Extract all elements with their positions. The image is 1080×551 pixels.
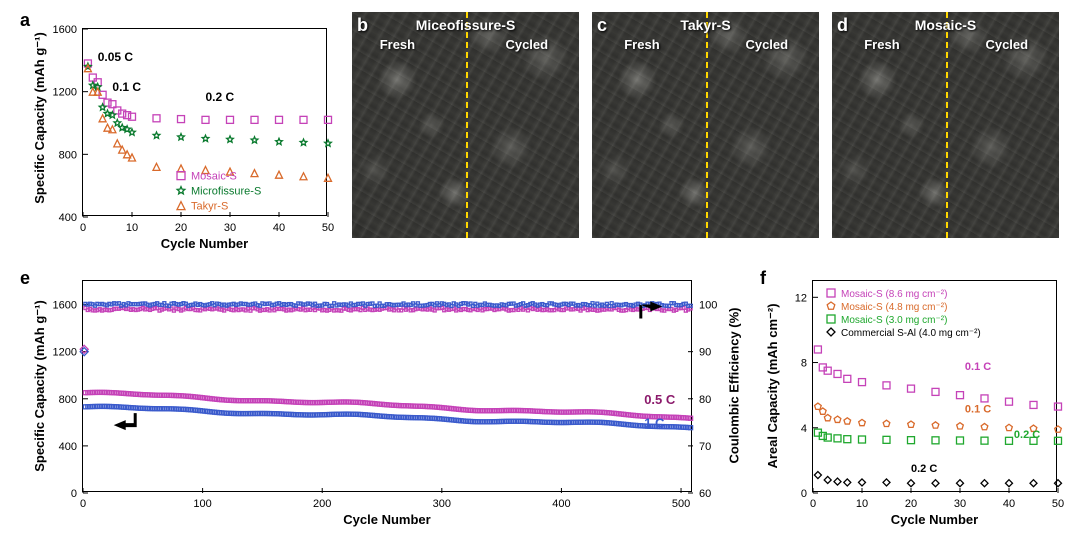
svg-text:1200: 1200	[53, 347, 77, 359]
panel-b-left: Fresh	[380, 37, 415, 52]
svg-text:50: 50	[322, 222, 334, 234]
svg-text:70: 70	[699, 441, 711, 453]
panel-e-ylabel2: Coulombic Efficiency (%)	[727, 286, 742, 486]
svg-text:30: 30	[954, 498, 966, 510]
panel-a-xlabel: Cycle Number	[82, 236, 327, 251]
svg-text:100: 100	[699, 300, 717, 312]
svg-text:90: 90	[699, 347, 711, 359]
svg-text:10: 10	[856, 498, 868, 510]
panel-e-chart: 0100200300400500040080012001600607080901…	[82, 280, 692, 492]
svg-text:Mosaic-S (3.0 mg cm⁻²): Mosaic-S (3.0 mg cm⁻²)	[841, 315, 947, 326]
panel-b-label: b	[357, 15, 368, 36]
svg-text:0: 0	[801, 488, 807, 500]
svg-text:12: 12	[795, 292, 807, 304]
svg-text:10: 10	[126, 222, 138, 234]
svg-text:30: 30	[224, 222, 236, 234]
svg-text:0.05 C: 0.05 C	[98, 50, 134, 64]
svg-text:Mosaic-S (8.6 mg cm⁻²): Mosaic-S (8.6 mg cm⁻²)	[841, 289, 947, 300]
svg-text:20: 20	[905, 498, 917, 510]
svg-text:800: 800	[59, 394, 77, 406]
panel-e: e 01002003004005000400800120016006070809…	[20, 268, 750, 538]
panel-e-ylabel: Specific Capacity (mAh g⁻¹)	[32, 286, 48, 486]
svg-text:0: 0	[71, 488, 77, 500]
svg-text:0: 0	[80, 498, 86, 510]
svg-text:Commercial S-Al (4.0 mg cm⁻²): Commercial S-Al (4.0 mg cm⁻²)	[841, 328, 981, 339]
svg-text:0: 0	[80, 222, 86, 234]
panel-f-chart: 0102030405004812Mosaic-S (8.6 mg cm⁻²)Mo…	[812, 280, 1057, 492]
panel-d-title: Mosaic-S	[915, 17, 976, 33]
panel-d: d Mosaic-S Fresh Cycled	[832, 12, 1059, 238]
svg-text:40: 40	[273, 222, 285, 234]
svg-text:40: 40	[1003, 498, 1015, 510]
panel-d-label: d	[837, 15, 848, 36]
svg-text:1600: 1600	[53, 300, 77, 312]
svg-text:200: 200	[313, 498, 331, 510]
panel-a-chart: 01020304050400800120016000.05 C0.1 C0.2 …	[82, 28, 327, 216]
panel-f: f 0102030405004812Mosaic-S (8.6 mg cm⁻²)…	[760, 268, 1065, 538]
svg-text:1600: 1600	[53, 24, 77, 36]
svg-text:1 C: 1 C	[644, 415, 665, 430]
svg-text:Microfissure-S: Microfissure-S	[191, 186, 261, 198]
panel-b: b Miceofissure-S Fresh Cycled	[352, 12, 579, 238]
panel-f-xlabel: Cycle Number	[812, 512, 1057, 527]
panel-e-label: e	[20, 268, 30, 289]
svg-text:8: 8	[801, 358, 807, 370]
panel-c-right: Cycled	[745, 37, 788, 52]
svg-text:400: 400	[552, 498, 570, 510]
svg-text:0.1 C: 0.1 C	[112, 80, 141, 94]
svg-text:4: 4	[801, 423, 807, 435]
svg-text:300: 300	[433, 498, 451, 510]
svg-text:Mosaic-S: Mosaic-S	[191, 171, 237, 183]
svg-text:0.5 C: 0.5 C	[644, 392, 676, 407]
svg-text:0: 0	[810, 498, 816, 510]
panel-e-xlabel: Cycle Number	[82, 512, 692, 527]
svg-text:0.2 C: 0.2 C	[1014, 429, 1040, 441]
svg-text:400: 400	[59, 212, 77, 224]
svg-text:0.2 C: 0.2 C	[911, 463, 937, 475]
svg-text:1200: 1200	[53, 87, 77, 99]
panel-c-left: Fresh	[624, 37, 659, 52]
panel-c-title: Takyr-S	[680, 17, 730, 33]
svg-text:Mosaic-S (4.8 mg cm⁻²): Mosaic-S (4.8 mg cm⁻²)	[841, 302, 947, 313]
panel-b-title: Miceofissure-S	[416, 17, 516, 33]
svg-text:800: 800	[59, 149, 77, 161]
panel-a-label: a	[20, 10, 30, 31]
svg-text:Takyr-S: Takyr-S	[191, 201, 228, 213]
panel-f-ylabel: Areal Capacity (mAh cm⁻²)	[765, 286, 781, 486]
svg-text:80: 80	[699, 394, 711, 406]
svg-text:20: 20	[175, 222, 187, 234]
panel-a-ylabel: Specific Capacity (mAh g⁻¹)	[32, 18, 48, 218]
svg-text:100: 100	[193, 498, 211, 510]
svg-text:60: 60	[699, 488, 711, 500]
svg-text:400: 400	[59, 441, 77, 453]
panel-b-right: Cycled	[505, 37, 548, 52]
svg-text:0.1 C: 0.1 C	[965, 403, 991, 415]
svg-text:500: 500	[672, 498, 690, 510]
svg-text:0.1 C: 0.1 C	[965, 361, 991, 373]
panel-a: a 0 10 20 30 40 50 400 800 1200 1600 0.05 C 0.1 C 0.…	[20, 10, 335, 260]
panel-d-right: Cycled	[985, 37, 1028, 52]
svg-text:0.2 C: 0.2 C	[206, 90, 235, 104]
panel-c-label: c	[597, 15, 607, 36]
svg-text:50: 50	[1052, 498, 1064, 510]
panel-d-left: Fresh	[864, 37, 899, 52]
panel-c: c Takyr-S Fresh Cycled	[592, 12, 819, 238]
